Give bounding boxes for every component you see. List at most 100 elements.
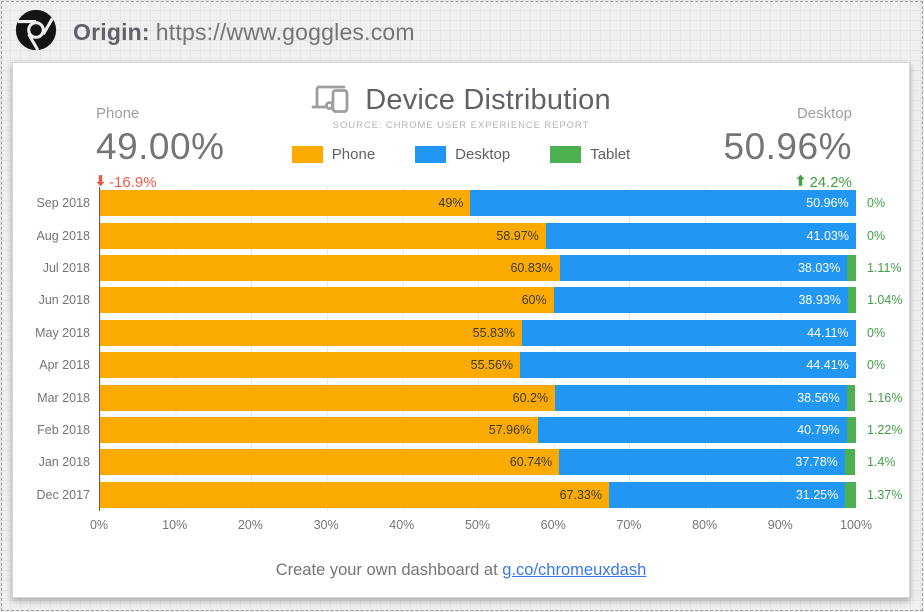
bar-segment-label: 38.56% [797, 390, 840, 405]
row-label: Dec 2017 [36, 487, 90, 502]
bar-segment-label: 67.33% [559, 487, 602, 502]
chart-row: Mar 2018 60.2% 38.56% 1.16% [37, 381, 902, 413]
bar-segment-tablet [847, 287, 856, 314]
chart-row: Jan 2018 60.74% 37.78% 1.4% [39, 446, 896, 478]
bar-segment-desktop: 41.03% [545, 222, 856, 249]
tablet-value-label: 1.4% [867, 455, 896, 470]
bar-segment-label: 58.97% [496, 228, 539, 243]
bar-segment-phone: 60.2% [100, 384, 556, 411]
tablet-value-label: 0% [867, 228, 886, 243]
chart-legend: Phone Desktop Tablet [13, 145, 909, 163]
origin-label: Origin: [73, 19, 150, 45]
desktop-stat-label: Desktop [796, 105, 852, 122]
footer-text: Create your own dashboard at [275, 560, 503, 579]
footer: Create your own dashboard at g.co/chrome… [13, 561, 909, 580]
tablet-legend-label: Tablet [590, 145, 631, 163]
bar-segment-label: 38.03% [797, 260, 841, 275]
tablet-value-label: 0% [867, 325, 886, 340]
header: Origin: https://www.goggles.com [13, 7, 415, 58]
x-tick-label: 90% [767, 517, 793, 532]
page-title: Device Distribution [365, 83, 611, 116]
bar-segment-label: 57.96% [488, 422, 532, 437]
phone-delta-value: -16.9% [109, 174, 157, 191]
bar-segment-label: 60% [521, 293, 547, 308]
bar-segment-phone: 55.56% [100, 352, 521, 379]
chrome-logo-icon [13, 7, 59, 58]
stacked-bar: 60.83% 38.03% [100, 254, 856, 281]
legend-item-phone: Phone [291, 145, 376, 163]
bar-segment-phone: 58.97% [100, 222, 546, 249]
row-label: Jun 2018 [38, 293, 90, 308]
origin-url: https://www.goggles.com [155, 19, 415, 45]
bar-segment-label: 31.25% [795, 487, 839, 502]
bar-segment-tablet [847, 254, 856, 281]
desktop-swatch [415, 145, 447, 163]
tablet-value-label: 1.16% [867, 390, 903, 405]
report-card: Device Distribution SOURCE: CHROME USER … [12, 62, 910, 598]
bar-segment-phone: 67.33% [100, 481, 609, 508]
bar-segment-tablet [845, 481, 856, 508]
chart-row: Aug 2018 58.97% 41.03% 0% [36, 219, 885, 251]
bar-segment-desktop: 40.79% [538, 416, 847, 443]
legend-item-desktop: Desktop [415, 145, 510, 163]
phone-stat-value: 49.00% [96, 126, 225, 167]
row-label: Apr 2018 [39, 358, 90, 373]
row-label: Jan 2018 [38, 455, 90, 470]
bar-segment-phone: 49% [100, 190, 471, 217]
chromeuxdash-link[interactable]: g.co/chromeuxdash [502, 560, 647, 579]
x-tick-label: 60% [540, 517, 566, 532]
tablet-value-label: 0% [867, 196, 886, 211]
chart-row: Dec 2017 67.33% 31.25% 1.37% [36, 479, 902, 511]
x-tick-label: 30% [313, 517, 339, 532]
devices-icon [311, 81, 351, 119]
bar-segment-label: 60.74% [509, 455, 553, 470]
source-subtitle: SOURCE: CHROME USER EXPERIENCE REPORT [332, 120, 590, 131]
chart-row: Feb 2018 57.96% 40.79% 1.22% [37, 414, 902, 446]
stacked-bar: 55.83% 44.11% [100, 319, 856, 346]
bar-segment-phone: 60.74% [100, 449, 560, 476]
bar-segment-desktop: 44.41% [520, 352, 856, 379]
origin-text: Origin: https://www.goggles.com [73, 19, 415, 46]
x-tick-label: 0% [89, 517, 109, 532]
tablet-value-label: 1.22% [867, 422, 903, 437]
chart-row: Sep 2018 49% 50.96% 0% [36, 187, 885, 219]
chart-row: Jun 2018 60% 38.93% 1.04% [39, 284, 902, 316]
bar-segment-label: 60.2% [512, 390, 549, 405]
phone-legend-label: Phone [331, 145, 376, 163]
tablet-value-label: 1.37% [867, 487, 903, 502]
bar-segment-desktop: 44.11% [522, 319, 856, 346]
stacked-bar: 49% 50.96% [100, 190, 856, 217]
row-label: May 2018 [35, 325, 90, 340]
row-label: Aug 2018 [36, 228, 90, 243]
title-row: Device Distribution [13, 83, 909, 117]
stacked-bar: 58.97% 41.03% [100, 222, 856, 249]
bar-segment-label: 44.41% [806, 358, 849, 373]
bar-segment-phone: 60% [100, 287, 554, 314]
bar-segment-phone: 60.83% [100, 254, 560, 281]
x-tick-label: 100% [840, 517, 872, 532]
bar-segment-label: 60.83% [510, 260, 553, 275]
row-label: Feb 2018 [37, 422, 90, 437]
bar-segment-tablet [846, 416, 856, 443]
x-tick-label: 10% [162, 517, 188, 532]
bar-segment-phone: 57.96% [100, 416, 539, 443]
x-tick-label: 70% [616, 517, 642, 532]
phone-stat-delta: -16.9% [96, 174, 286, 191]
bar-segment-tablet [846, 384, 856, 411]
bar-segment-label: 37.78% [795, 455, 838, 470]
tablet-value-label: 1.11% [867, 260, 902, 275]
desktop-stat-value: 50.96% [723, 126, 852, 167]
legend-item-tablet: Tablet [550, 145, 631, 163]
desktop-stat: Desktop 50.96% 24.2% [662, 105, 853, 191]
row-label: Jul 2018 [42, 260, 90, 275]
stacked-bar: 67.33% 31.25% [100, 481, 856, 508]
arrow-up-icon [796, 174, 806, 191]
bar-segment-desktop: 50.96% [470, 190, 856, 217]
bar-segment-label: 41.03% [806, 228, 849, 243]
row-label: Sep 2018 [36, 196, 90, 211]
tablet-value-label: 1.04% [867, 293, 903, 308]
desktop-delta-value: 24.2% [809, 174, 852, 191]
tablet-value-label: 0% [867, 358, 886, 373]
chart-plot: Sep 2018 49% 50.96% 0% Aug 2018 58.97% 41.03% 0… [35, 187, 902, 511]
